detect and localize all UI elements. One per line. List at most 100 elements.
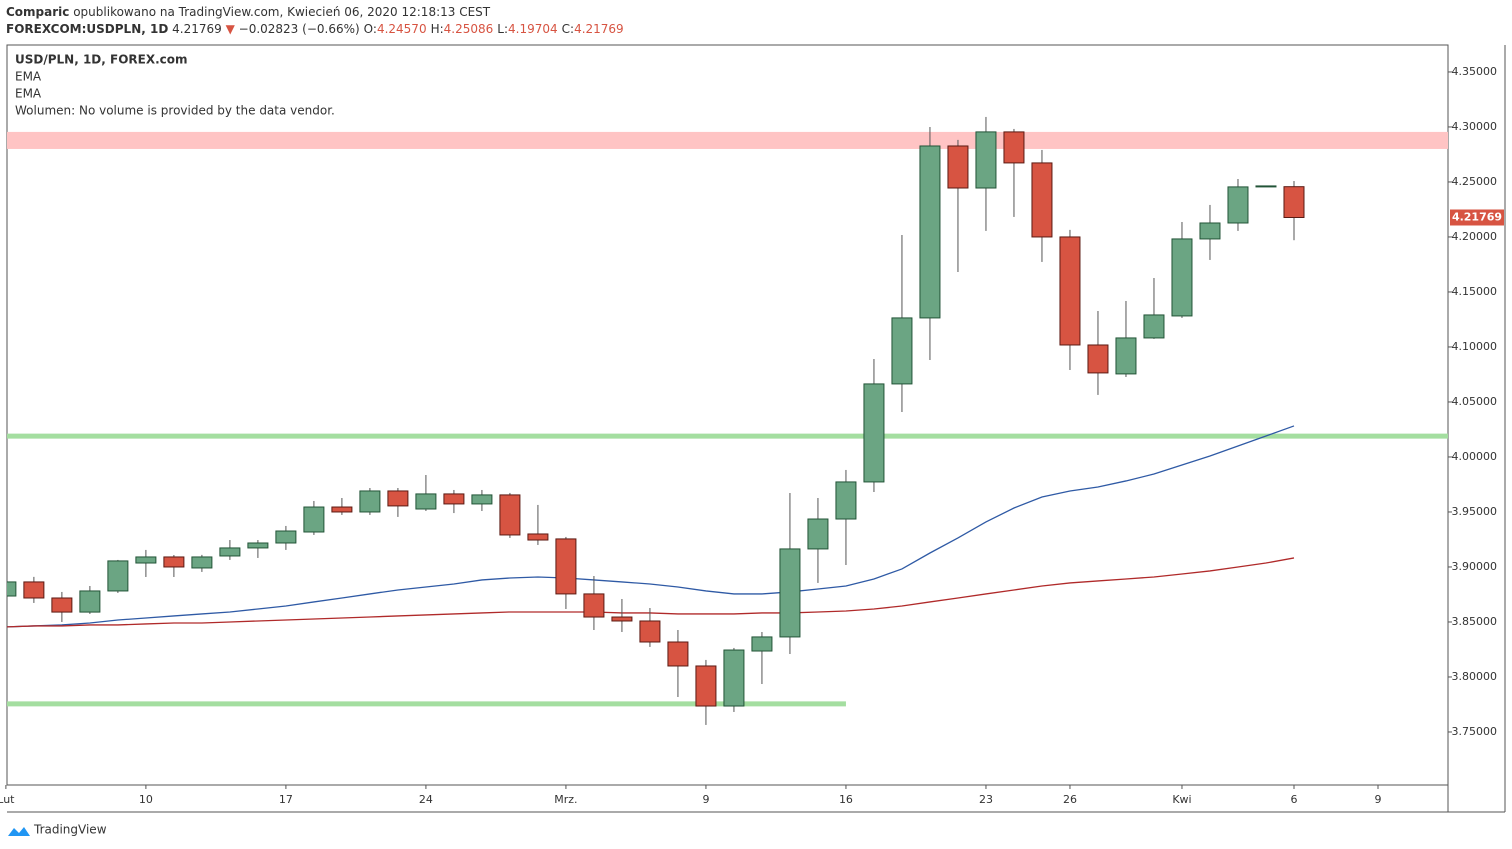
candle-body bbox=[667, 641, 689, 667]
y-tick-label: 3.90000 bbox=[1452, 560, 1498, 573]
candle-body bbox=[695, 665, 717, 707]
candle-body bbox=[7, 581, 17, 597]
candle-body bbox=[79, 590, 101, 613]
author: Comparic bbox=[6, 5, 69, 19]
change: −0.02823 (−0.66%) bbox=[239, 22, 360, 36]
ohlc-value: 4.25086 bbox=[444, 22, 494, 36]
tv-logo bbox=[8, 827, 30, 836]
candle-body bbox=[499, 494, 521, 536]
candle-body bbox=[611, 616, 633, 622]
candle-body bbox=[387, 490, 409, 507]
ohlc-key: C: bbox=[562, 22, 574, 36]
candle-body bbox=[1087, 344, 1109, 374]
x-tick-label: 6 bbox=[1290, 793, 1297, 806]
brand: TradingView bbox=[33, 823, 107, 837]
candle-body bbox=[163, 556, 185, 568]
candle-body bbox=[275, 530, 297, 544]
y-tick-label: 4.25000 bbox=[1452, 175, 1498, 188]
y-tick-label: 4.05000 bbox=[1452, 395, 1498, 408]
candle-body bbox=[359, 490, 381, 513]
candle-body bbox=[1143, 314, 1165, 339]
arrow: ▼ bbox=[226, 22, 236, 36]
symbol: FOREXCOM:USDPLN, 1D bbox=[6, 22, 168, 36]
header-line: Comparic opublikowano na TradingView.com… bbox=[6, 5, 491, 19]
candle-body bbox=[247, 542, 269, 549]
legend-title: USD/PLN, 1D, FOREX.com bbox=[15, 53, 188, 67]
volume-note: Wolumen: No volume is provided by the da… bbox=[15, 104, 335, 118]
candle-body bbox=[891, 317, 913, 385]
candle-body bbox=[555, 538, 577, 595]
candle-body bbox=[1059, 236, 1081, 346]
candle-body bbox=[191, 556, 213, 569]
candle-body bbox=[1031, 162, 1053, 238]
candle-body bbox=[1283, 186, 1305, 218]
published: opublikowano na TradingView.com, Kwiecie… bbox=[73, 5, 491, 19]
candle-body bbox=[135, 556, 157, 564]
plot bbox=[7, 116, 1448, 725]
x-tick-label: 24 bbox=[419, 793, 433, 806]
x-tick-label: 9 bbox=[702, 793, 709, 806]
y-tick-label: 4.20000 bbox=[1452, 230, 1498, 243]
ohlc-value: 4.19704 bbox=[508, 22, 558, 36]
x-tick-label: 26 bbox=[1063, 793, 1077, 806]
ema-line bbox=[7, 425, 1295, 628]
y-tick-label: 3.95000 bbox=[1452, 505, 1498, 518]
candle-body bbox=[1171, 238, 1193, 317]
candle-body bbox=[415, 493, 437, 510]
candle-body bbox=[1115, 337, 1137, 375]
candle-body bbox=[639, 620, 661, 643]
candle-body bbox=[1255, 185, 1277, 188]
candle-body bbox=[471, 494, 493, 505]
ohlc-key: H: bbox=[431, 22, 444, 36]
x-tick-label: 10 bbox=[139, 793, 153, 806]
y-tick-label: 3.80000 bbox=[1452, 670, 1498, 683]
candle-body bbox=[779, 548, 801, 638]
resistance-zone bbox=[7, 131, 1448, 149]
price-tag bbox=[1450, 209, 1504, 226]
candle-body bbox=[751, 636, 773, 652]
legend-entry: EMA bbox=[15, 87, 42, 101]
candle-body bbox=[527, 533, 549, 541]
x-tick-label: Lut bbox=[0, 793, 15, 806]
candle-body bbox=[331, 506, 353, 513]
symbol-line: FOREXCOM:USDPLN, 1D 4.21769 ▼ −0.02823 (… bbox=[6, 22, 624, 36]
candle-body bbox=[443, 493, 465, 505]
y-tick-label: 4.10000 bbox=[1452, 340, 1498, 353]
x-tick-label: 9 bbox=[1374, 793, 1381, 806]
ohlc-value: 4.21769 bbox=[574, 22, 624, 36]
candle-body bbox=[807, 518, 829, 550]
price-tag-label: 4.21769 bbox=[1452, 210, 1502, 223]
x-tick-label: 23 bbox=[979, 793, 993, 806]
candle-body bbox=[863, 383, 885, 483]
candle-body bbox=[975, 131, 997, 189]
y-tick-label: 3.85000 bbox=[1452, 615, 1498, 628]
candle-body bbox=[1199, 222, 1221, 240]
ohlc-key: L: bbox=[497, 22, 508, 36]
y-tick-label: 4.15000 bbox=[1452, 285, 1498, 298]
y-tick-label: 4.00000 bbox=[1452, 450, 1498, 463]
y-tick-label: 3.75000 bbox=[1452, 725, 1498, 738]
candle-body bbox=[107, 560, 129, 592]
candle-body bbox=[1003, 131, 1025, 164]
candle-body bbox=[835, 481, 857, 520]
x-tick-label: 16 bbox=[839, 793, 853, 806]
candle-body bbox=[583, 593, 605, 618]
candle-body bbox=[23, 581, 45, 599]
candle-body bbox=[947, 145, 969, 189]
price: 4.21769 bbox=[172, 22, 222, 36]
plot-frame bbox=[6, 44, 1449, 786]
candle-body bbox=[219, 547, 241, 557]
y-tick-label: 4.35000 bbox=[1452, 65, 1498, 78]
candle-body bbox=[303, 506, 325, 533]
candle-body bbox=[51, 597, 73, 613]
y-tick-label: 4.30000 bbox=[1452, 120, 1498, 133]
x-tick-label: Mrz. bbox=[554, 793, 577, 806]
legend-entry: EMA bbox=[15, 70, 42, 84]
candle-body bbox=[723, 649, 745, 707]
x-tick-label: 17 bbox=[279, 793, 293, 806]
ohlc-key: O: bbox=[364, 22, 377, 36]
candle-body bbox=[1227, 186, 1249, 224]
x-tick-label: Kwi bbox=[1172, 793, 1191, 806]
